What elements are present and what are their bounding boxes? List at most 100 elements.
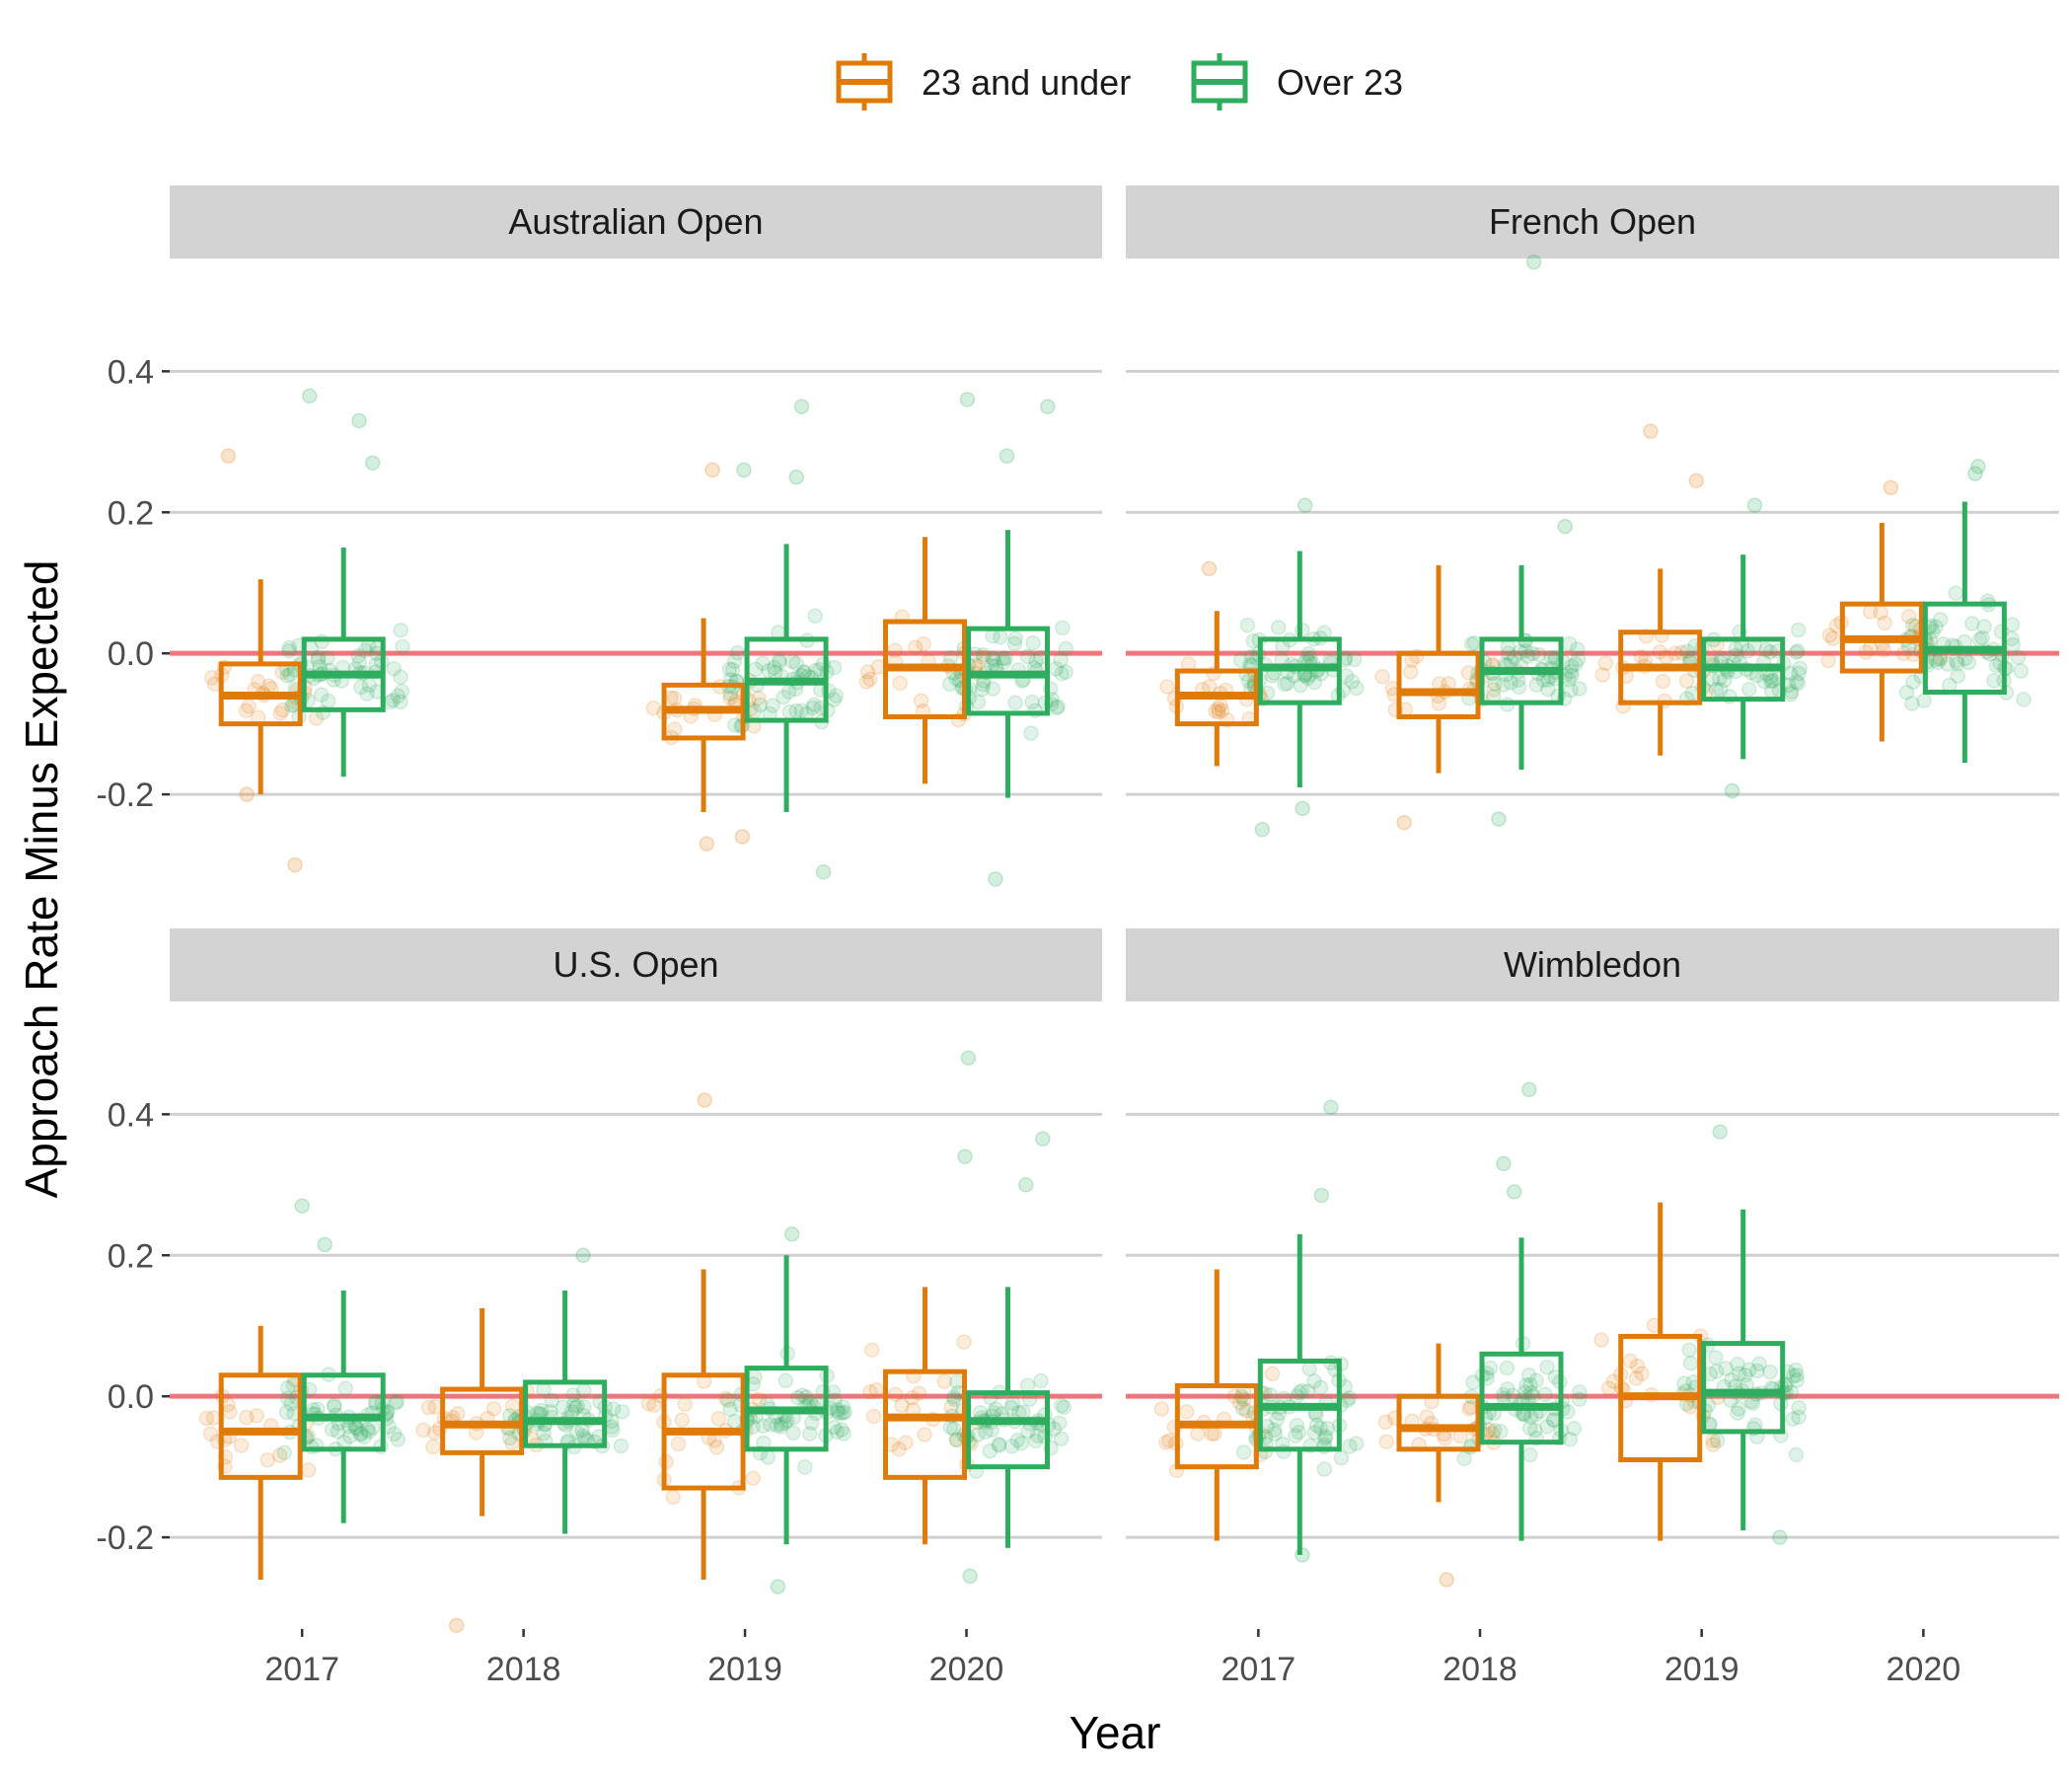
y-tick-label: 0.0 — [108, 1378, 154, 1416]
jitter-point — [1277, 676, 1293, 693]
jitter-point — [781, 703, 798, 720]
jitter-point — [804, 1415, 820, 1431]
jitter-point — [645, 700, 662, 716]
box-2018-under-23 — [440, 1307, 525, 1517]
jitter-point — [773, 1416, 789, 1433]
box-2018-over-23 — [1479, 564, 1564, 771]
outlier-point — [1296, 497, 1313, 513]
box-iqr — [883, 1369, 968, 1480]
jitter-point — [1316, 1430, 1333, 1446]
jitter-point — [1485, 682, 1502, 698]
box-2019-over-23 — [1701, 555, 1786, 760]
jitter-point — [1178, 1403, 1195, 1420]
facet-panel-wimbledon: Wimbledon 2017 2018 2019 2020 — [1126, 928, 2059, 1688]
jitter-point — [978, 1424, 994, 1440]
jitter-point — [1563, 682, 1579, 699]
jitter-point — [1792, 660, 1808, 677]
jitter-point — [726, 653, 743, 669]
jitter-point — [1437, 1430, 1453, 1446]
jitter-point — [862, 671, 878, 688]
jitter-point — [1333, 1449, 1350, 1466]
jitter-point — [1053, 652, 1069, 668]
jitter-point — [614, 1403, 630, 1420]
jitter-point — [745, 1470, 762, 1487]
y-tick-label: 0.2 — [108, 1237, 154, 1275]
jitter-point — [708, 1440, 725, 1455]
jitter-point — [1873, 605, 1888, 621]
box-2017-over-23 — [301, 1290, 386, 1523]
jitter-point — [2010, 649, 2027, 665]
jitter-point — [726, 1413, 743, 1430]
jitter-point — [1341, 1390, 1358, 1406]
legend-item-under-23: 23 and under — [836, 53, 1131, 111]
jitter-point — [984, 1422, 1000, 1438]
jitter-point — [1928, 619, 1944, 634]
facet-title: Australian Open — [508, 201, 763, 242]
box-2020-over-23 — [1922, 501, 2007, 763]
box-2017-over-23 — [301, 547, 386, 777]
facet-panel-u-s-open: U.S. Open 0.4 0.2 0.0 -0.2 2017 2018 2019 2020 — [96, 928, 1102, 1688]
box-2019-under-23 — [661, 1269, 746, 1580]
jitter-point — [1543, 649, 1559, 666]
jitter-point — [1312, 1420, 1329, 1437]
jitter-point — [1054, 1397, 1070, 1414]
jitter-point — [830, 1404, 846, 1421]
jitter-point — [1964, 616, 1980, 631]
jitter-point — [272, 705, 288, 721]
jitter-point — [1319, 1420, 1336, 1437]
jitter-point — [1431, 696, 1447, 711]
jitter-point — [351, 654, 367, 671]
jitter-point — [1594, 667, 1610, 683]
outlier-point — [294, 1198, 310, 1214]
jitter-point — [1539, 1359, 1555, 1375]
box-2017-under-23 — [218, 579, 303, 795]
jitter-point — [1820, 652, 1836, 669]
jitter-point — [806, 697, 822, 713]
outlier-point — [575, 1247, 591, 1264]
jitter-point — [1789, 1367, 1805, 1383]
jitter-point — [1904, 696, 1920, 711]
jitter-point — [279, 668, 296, 684]
jitter-point — [894, 1397, 910, 1414]
outlier-point — [287, 856, 303, 873]
jitter-point — [1564, 667, 1580, 684]
jitter-point — [771, 652, 787, 668]
outlier-point — [999, 448, 1015, 464]
panels: Australian Open 0.4 0.2 0.0 -0.2 French Open U… — [96, 185, 2059, 1688]
jitter-point — [988, 1401, 1004, 1417]
jitter-point — [1682, 1355, 1699, 1371]
jitter-point — [393, 622, 408, 638]
jitter-point — [1976, 619, 1992, 634]
jitter-point — [2004, 630, 2020, 647]
jitter-point — [904, 1390, 921, 1406]
outlier-point — [815, 863, 832, 880]
jitter-point — [203, 670, 220, 686]
jitter-point — [1600, 1380, 1617, 1396]
outlier-point — [988, 871, 1003, 887]
jitter-point — [1916, 693, 1932, 708]
outlier-point — [959, 392, 976, 407]
jitter-point — [568, 1424, 585, 1441]
outlier-point — [734, 829, 751, 845]
jitter-point — [1708, 1350, 1724, 1366]
jitter-point — [942, 1419, 959, 1436]
box-2018-over-23 — [1479, 1237, 1564, 1541]
jitter-point — [1231, 1394, 1248, 1411]
jitter-point — [330, 1423, 346, 1440]
jitter-point — [341, 1428, 358, 1444]
outlier-point — [736, 462, 752, 479]
jitter-point — [1741, 681, 1757, 698]
outlier-point — [302, 388, 318, 405]
jitter-point — [827, 1392, 843, 1408]
jitter-point — [752, 697, 769, 713]
facet-strip — [1126, 928, 2059, 1001]
jitter-point — [576, 1382, 592, 1399]
jitter-point — [1728, 640, 1744, 657]
legend: 23 and under Over 23 — [836, 53, 1403, 111]
jitter-point — [1517, 642, 1534, 659]
jitter-point — [1004, 1395, 1021, 1411]
jitter-point — [1054, 665, 1070, 682]
jitter-point — [1522, 1376, 1538, 1393]
jitter-point — [555, 1399, 571, 1415]
